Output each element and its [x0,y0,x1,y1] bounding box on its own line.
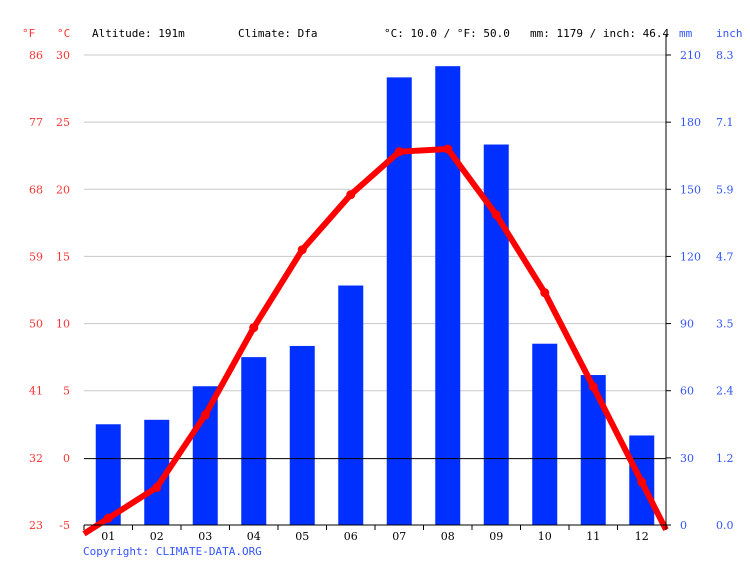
temperature-point [588,382,598,392]
inch-tick: 8.3 [716,49,734,62]
temperature-point [540,288,550,298]
precipitation-bar [192,386,218,525]
temperature-point [200,410,210,420]
precipitation-bar [95,424,121,525]
fahrenheit-unit: °F [22,27,35,40]
celsius-tick: 5 [63,385,70,398]
inch-unit: inch [716,27,743,40]
celsius-tick: -5 [59,519,70,532]
temperature-point [103,513,113,523]
temperature-point [394,147,404,157]
inch-tick: 4.7 [716,250,734,263]
annual-precipitation: mm: 1179 / inch: 46.4 [530,27,669,40]
month-label: 08 [441,530,455,543]
celsius-tick: 0 [63,452,70,465]
celsius-tick: 25 [56,116,70,129]
mm-tick: 180 [680,116,701,129]
mm-tick: 90 [680,318,694,331]
celsius-unit: °C [57,27,70,40]
precipitation-bar [435,66,461,525]
mm-tick: 30 [680,452,694,465]
fahrenheit-tick: 86 [29,49,43,62]
fahrenheit-tick: 50 [29,318,43,331]
celsius-tick: 15 [56,250,70,263]
inch-tick: 7.1 [716,116,734,129]
temperature-point [297,245,307,255]
precipitation-bar [289,345,315,525]
inch-tick: 1.2 [716,452,734,465]
fahrenheit-tick: 59 [29,250,43,263]
inch-tick: 2.4 [716,385,734,398]
mm-tick: 0 [680,519,687,532]
month-label: 03 [198,530,212,543]
celsius-tick: 10 [56,318,70,331]
precipitation-bar [241,357,267,525]
fahrenheit-tick: 41 [29,385,43,398]
mm-tick: 150 [680,183,701,196]
month-label: 01 [101,530,115,543]
precipitation-bar [338,285,364,525]
temperature-point [346,190,356,200]
altitude-label: Altitude: 191m [92,27,185,40]
inch-tick: 0.0 [716,519,734,532]
copyright: Copyright: CLIMATE-DATA.ORG [83,545,262,558]
inch-tick: 3.5 [716,318,734,331]
month-label: 07 [392,530,406,543]
precipitation-bar [532,343,558,525]
celsius-tick: 30 [56,49,70,62]
fahrenheit-tick: 23 [29,519,43,532]
temperature-point [152,482,162,492]
mm-tick: 60 [680,385,694,398]
inch-tick: 5.9 [716,183,734,196]
celsius-tick: 20 [56,183,70,196]
mm-unit: mm [679,27,693,40]
month-label: 05 [295,530,309,543]
precipitation-bar [386,77,412,525]
month-label: 10 [538,530,552,543]
month-label: 12 [635,530,649,543]
month-label: 11 [586,530,600,543]
fahrenheit-tick: 77 [29,116,43,129]
temperature-line [82,146,669,537]
month-label: 02 [150,530,164,543]
temperature-point [491,210,501,220]
month-label: 09 [489,530,503,543]
mm-tick: 120 [680,250,701,263]
average-temperature: °C: 10.0 / °F: 50.0 [384,27,510,40]
temperature-point [249,323,259,333]
fahrenheit-tick: 68 [29,183,43,196]
temperature-point [637,477,647,487]
climate-label: Climate: Dfa [238,27,317,40]
fahrenheit-tick: 32 [29,452,43,465]
month-label: 06 [344,530,358,543]
temperature-point [443,144,453,154]
mm-tick: 210 [680,49,701,62]
month-label: 04 [247,530,261,543]
